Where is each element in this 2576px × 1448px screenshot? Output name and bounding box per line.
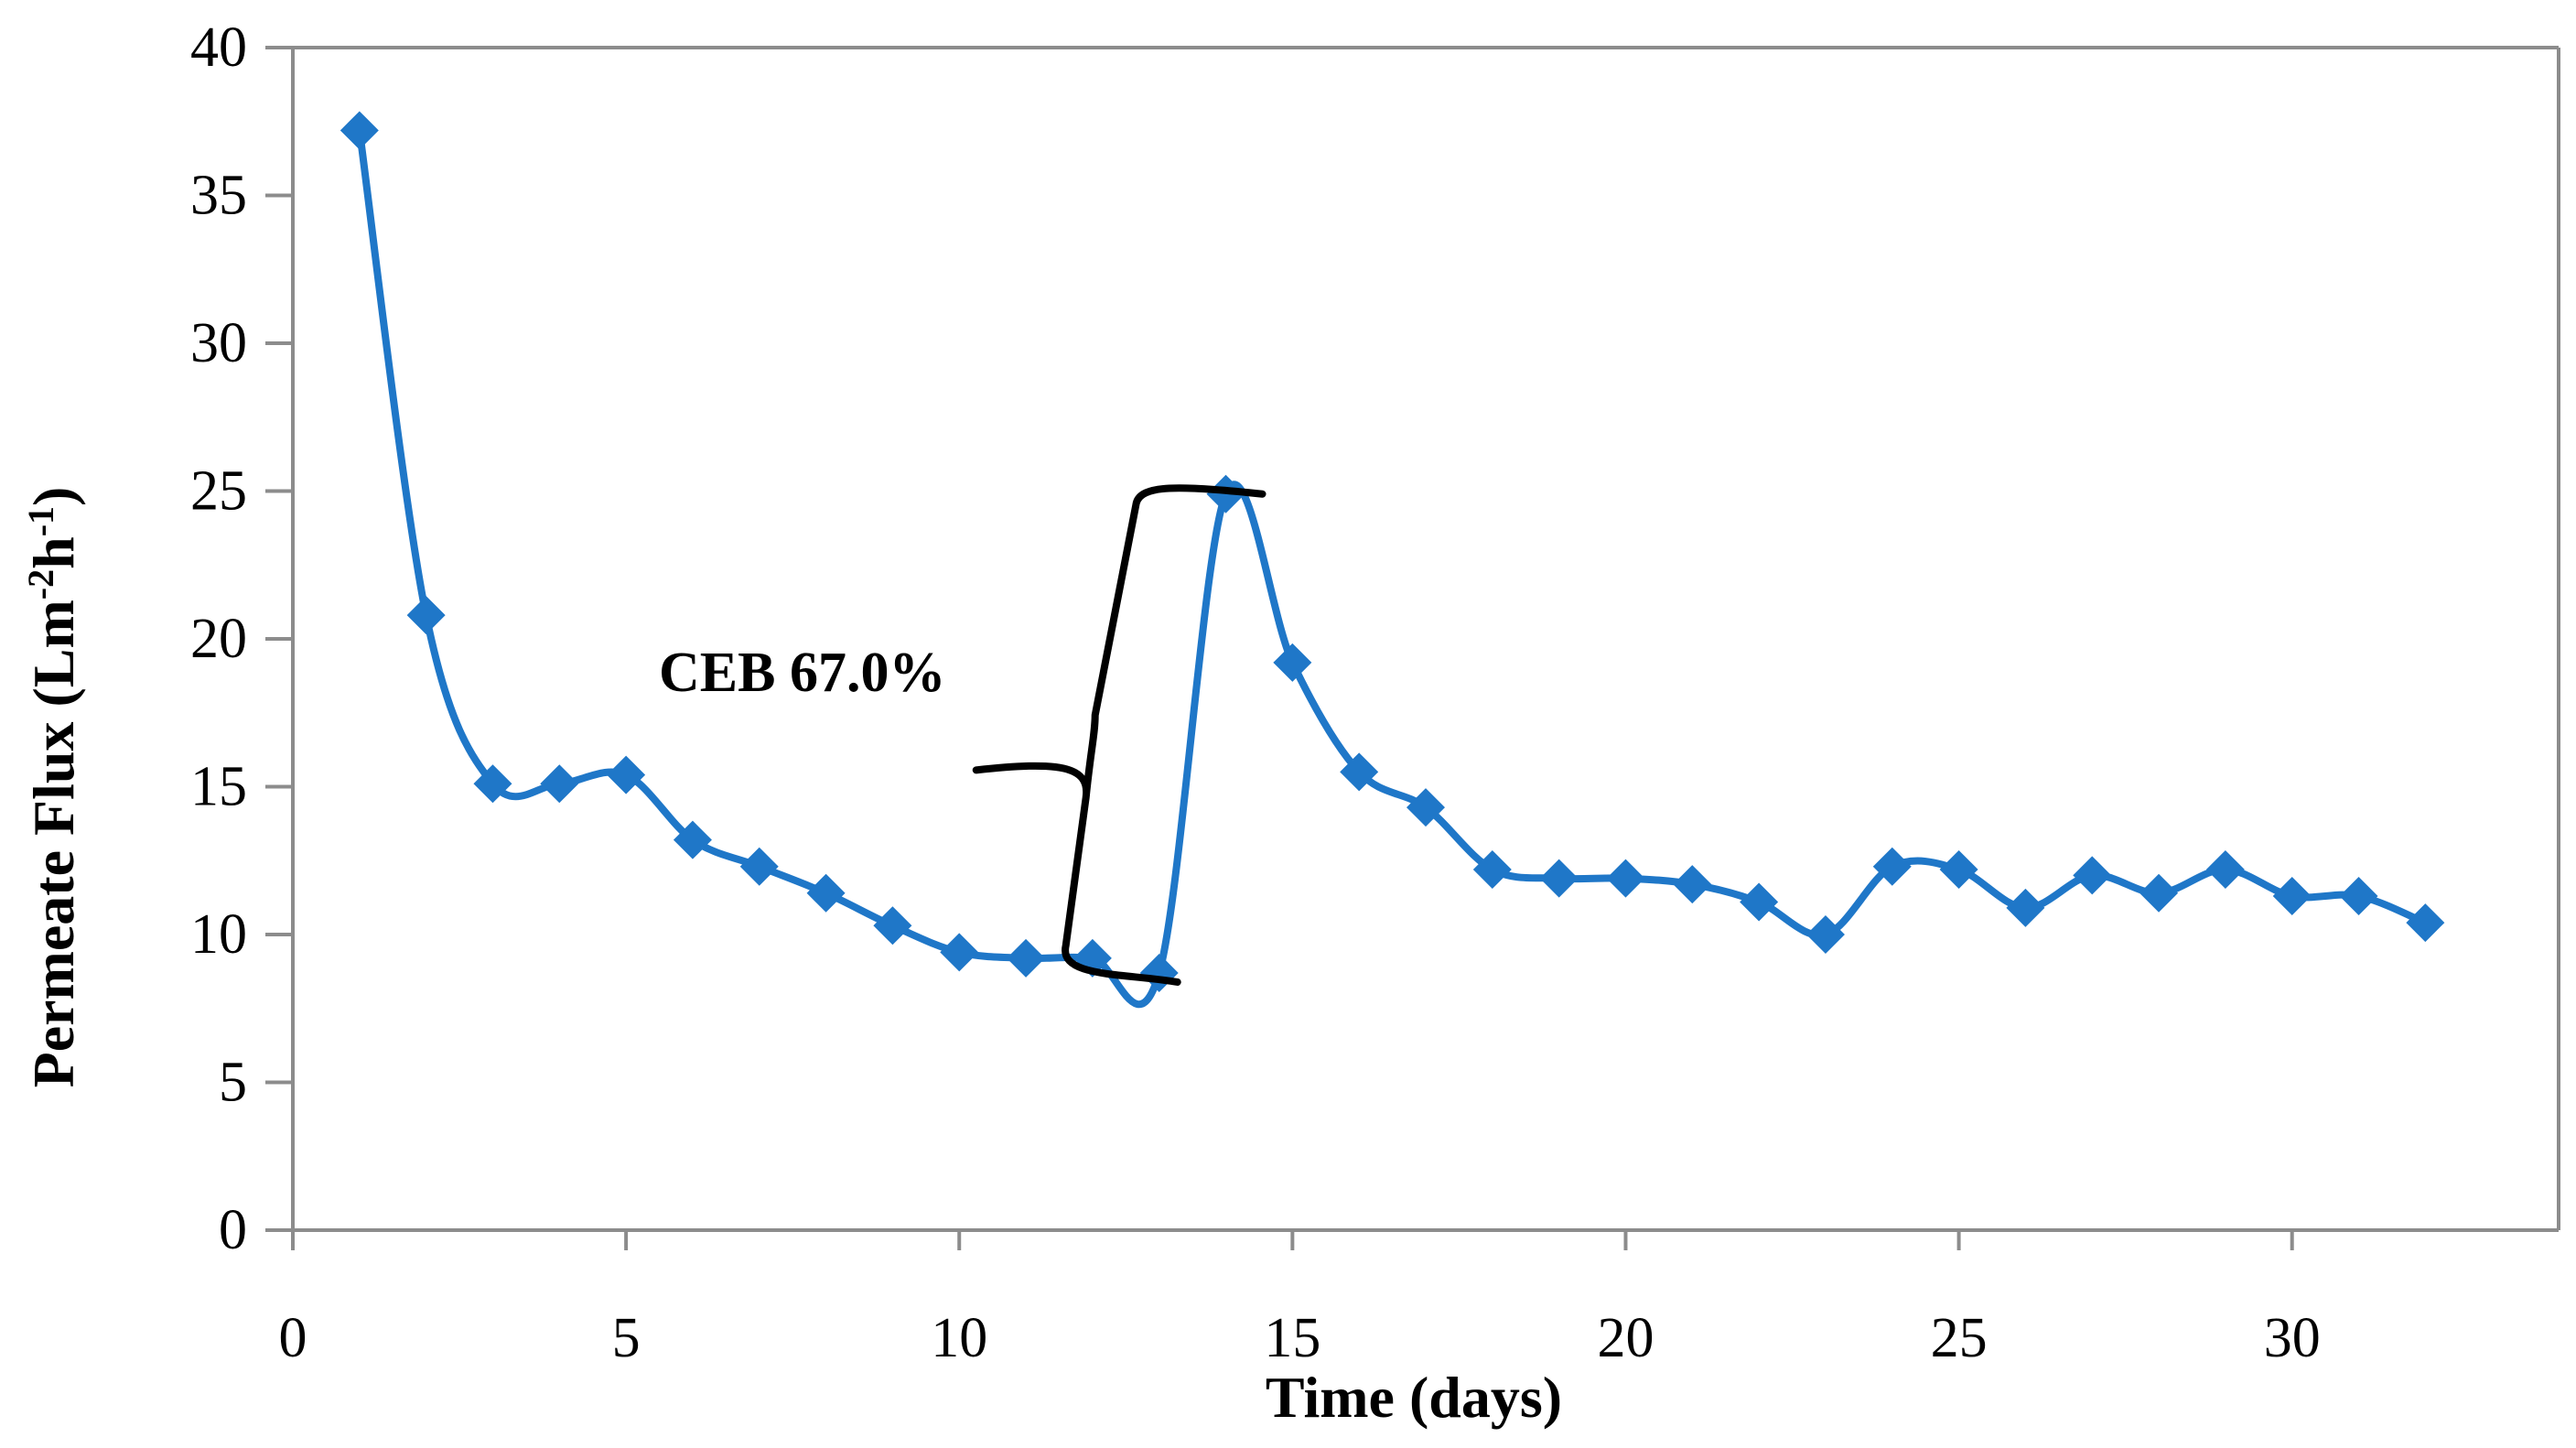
data-point — [1340, 752, 1379, 792]
x-tick-label: 10 — [931, 1307, 987, 1369]
data-point — [806, 873, 846, 913]
data-point — [673, 820, 712, 859]
data-point — [540, 764, 579, 804]
data-point — [1539, 859, 1579, 898]
x-tick-label: 20 — [1597, 1307, 1654, 1369]
y-tick-label: 40 — [190, 16, 247, 79]
x-ticks: 0 5 10 15 20 25 30 — [279, 1230, 2321, 1369]
data-point — [2006, 888, 2045, 927]
data-point — [1939, 849, 1978, 889]
y-axis-title-close: ) — [21, 487, 86, 506]
annotation-label: CEB 67.0% — [659, 642, 945, 704]
x-tick-label: 25 — [1931, 1307, 1988, 1369]
y-ticks: 0 5 10 15 20 25 30 35 40 — [190, 16, 293, 1261]
data-point — [2272, 877, 2312, 916]
y-tick-label: 0 — [219, 1199, 247, 1261]
y-tick-label: 20 — [190, 608, 247, 670]
data-point — [1139, 953, 1179, 992]
plot-area — [291, 46, 2560, 1232]
data-point — [340, 111, 379, 150]
y-axis-title: Permeate Flux (Lm-2h-1) — [20, 487, 87, 1088]
y-axis-title-exp1: -2 — [20, 569, 61, 600]
data-point — [473, 764, 512, 804]
data-point — [607, 755, 646, 794]
y-tick-label: 5 — [219, 1052, 247, 1114]
data-point — [739, 847, 779, 886]
y-axis-title-h: h — [21, 536, 86, 569]
data-point — [1673, 865, 1712, 904]
y-tick-label: 10 — [190, 903, 247, 966]
data-point — [1606, 859, 1645, 898]
y-tick-label: 25 — [190, 460, 247, 523]
data-point — [2073, 856, 2112, 895]
x-tick-label: 0 — [279, 1307, 307, 1369]
y-tick-label: 35 — [190, 165, 247, 227]
y-axis-title-main: Permeate Flux (Lm — [21, 600, 86, 1087]
series-layer — [340, 111, 2445, 1008]
data-point — [1872, 847, 1912, 886]
data-point — [2139, 873, 2179, 913]
series-line — [355, 129, 2427, 1008]
data-point — [1805, 915, 1845, 954]
data-point — [2205, 849, 2245, 889]
data-point — [1007, 938, 1046, 978]
data-point — [1740, 882, 1779, 922]
y-tick-label: 30 — [190, 312, 247, 374]
data-point — [2406, 903, 2445, 943]
data-point — [1273, 643, 1312, 682]
x-tick-label: 5 — [612, 1307, 641, 1369]
data-point — [1407, 788, 1445, 827]
data-point — [406, 596, 446, 635]
x-axis-title: Time (days) — [1266, 1365, 1562, 1430]
y-tick-label: 15 — [190, 756, 247, 818]
data-point — [873, 906, 912, 946]
annotation-layer: CEB 67.0% — [659, 484, 1266, 986]
data-point — [2339, 877, 2378, 916]
x-tick-label: 30 — [2264, 1307, 2321, 1369]
data-point — [940, 933, 979, 972]
data-point — [1472, 849, 1512, 889]
y-axis-title-exp2: -1 — [20, 506, 61, 536]
annotation-brace — [972, 484, 1266, 986]
x-tick-label: 15 — [1264, 1307, 1320, 1369]
